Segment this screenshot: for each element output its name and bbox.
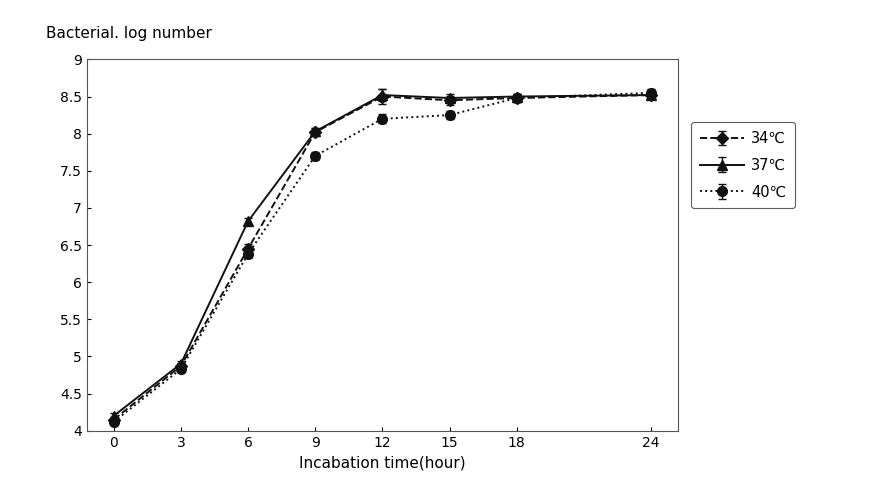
Text: Bacterial. log number: Bacterial. log number — [45, 26, 211, 41]
Legend: 34℃, 37℃, 40℃: 34℃, 37℃, 40℃ — [691, 122, 794, 208]
X-axis label: Incabation time(hour): Incabation time(hour) — [299, 455, 466, 470]
